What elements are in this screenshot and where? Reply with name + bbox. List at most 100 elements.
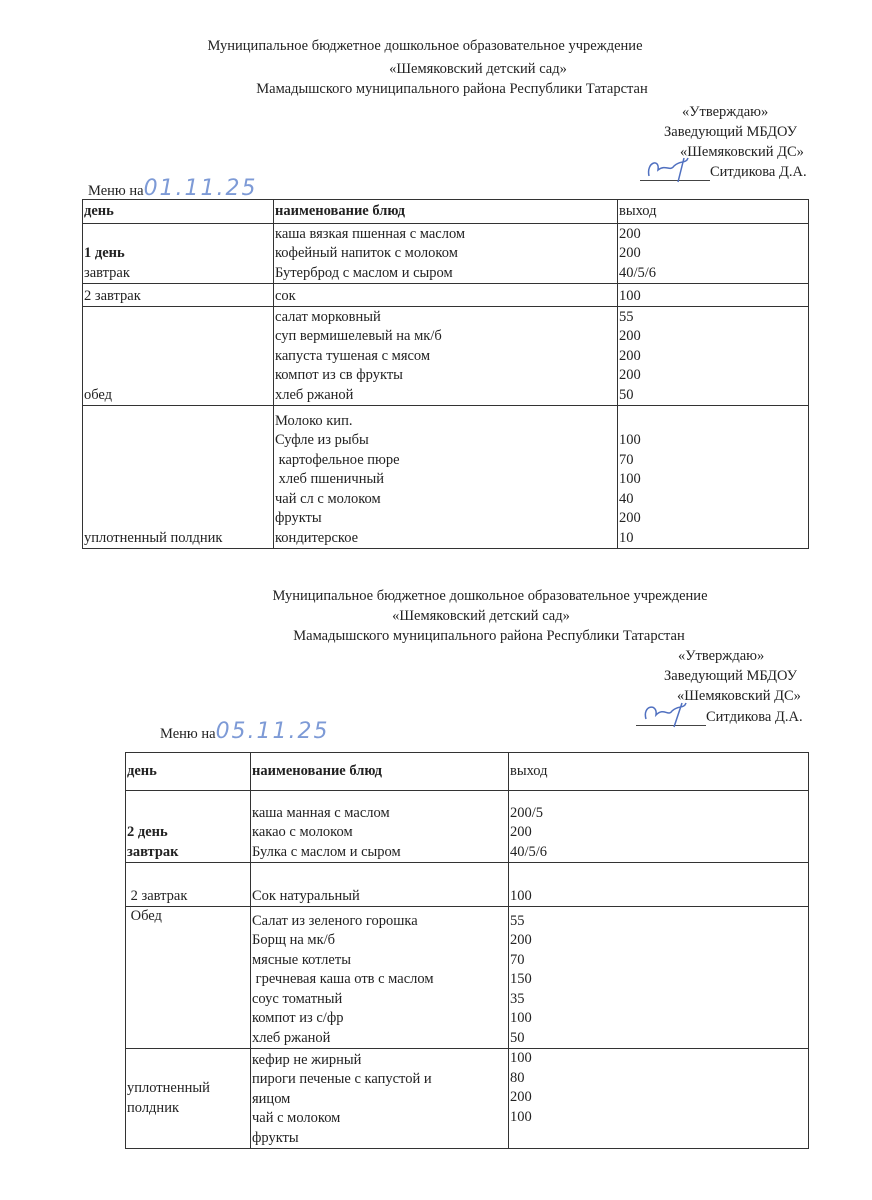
yield-cell: 200 200 40/5/6 <box>617 223 809 284</box>
dish-yield: 200 <box>619 245 641 261</box>
dish-yield: 35 <box>510 990 525 1007</box>
dish-yield: 200 <box>619 328 641 344</box>
dish-name: Сок натуральный <box>252 887 360 904</box>
meal-cell: 1 день завтрак <box>82 223 274 284</box>
yield-cell: 100 <box>617 283 809 307</box>
dish-name: сок <box>275 287 296 304</box>
meal-cell: обед <box>82 306 274 406</box>
dish-name: каша вязкая пшенная с маслом <box>275 225 466 242</box>
dish-yield: 100 <box>510 1050 532 1066</box>
approver-name: Ситдикова Д.А. <box>710 164 807 180</box>
meal-name: завтрак <box>84 264 130 281</box>
dish-name: Салат из зеленого горошка <box>252 912 418 929</box>
dish-name: мясные котлеты <box>252 951 351 968</box>
meal-cell: 2 день завтрак <box>125 790 251 863</box>
institution-name: Муниципальное бюджетное дошкольное образ… <box>272 588 708 604</box>
dish-name: кофейный напиток с молоком <box>275 245 458 261</box>
dish-yield: 200 <box>619 347 641 364</box>
column-header: выход <box>508 752 809 791</box>
yield-cell: 55 200 70 150 35 100 50 <box>508 906 809 1049</box>
table-row: Обед Салат из зеленого горошка Борщ на мк/… <box>125 906 809 1049</box>
dish-yield: 100 <box>510 887 532 904</box>
dish-name: чай с молоком <box>252 1110 341 1126</box>
approve-label: «Утверждаю» <box>678 648 765 664</box>
menu-date-label: Меню на01.11.25 <box>88 176 258 201</box>
dish-name: Бутерброд с маслом и сыром <box>275 264 453 281</box>
meal-cell: уплотненный полдник <box>125 1048 251 1149</box>
approve-label: «Утверждаю» <box>682 104 769 120</box>
yield-cell: 100 80 200 100 <box>508 1048 809 1149</box>
column-header: день <box>82 199 274 224</box>
meal-name: 1 день <box>84 245 125 261</box>
dish-yield: 200 <box>619 225 641 242</box>
table-row: обед салат морковный суп вермишелевый на м… <box>82 306 809 406</box>
dish-yield: 100 <box>619 287 641 304</box>
table-row: уплотненный полдник кефир не жирный пироги … <box>125 1048 809 1149</box>
dish-name: фрукты <box>275 510 322 526</box>
dish-name: чай сл с молоком <box>275 490 381 507</box>
district-name: Мамадышского муниципального района Респу… <box>293 628 685 644</box>
dish-yield: 100 <box>510 1108 532 1125</box>
dish-name: соус томатный <box>252 990 343 1007</box>
district-name: Мамадышского муниципального района Респу… <box>256 81 648 97</box>
table-row: 2 завтрак сок 100 <box>82 283 809 307</box>
dish-yield: 200 <box>510 932 532 948</box>
dish-name: хлеб пшеничный <box>275 471 384 487</box>
yield-cell: 100 70 100 40 200 10 <box>617 405 809 549</box>
dish-yield: 70 <box>619 451 634 468</box>
dish-name: кондитерское <box>275 529 359 546</box>
table-row: 2 день завтрак каша манная с маслом какао с… <box>125 790 809 863</box>
approver-name: Ситдикова Д.А. <box>706 709 803 725</box>
approver-signature-line: Ситдикова Д.А. <box>636 702 803 728</box>
meal-name: полдник <box>127 1099 179 1116</box>
yield-cell: 200/5 200 40/5/6 <box>508 790 809 863</box>
dish-yield: 100 <box>510 1010 532 1026</box>
dish-name: какао с молоком <box>252 824 353 840</box>
signature <box>636 702 706 728</box>
dish-name: хлеб ржаной <box>252 1029 331 1046</box>
column-header: день <box>125 752 251 791</box>
table-header-row: день наименование блюд выход <box>82 199 809 224</box>
menu-table: день наименование блюд выход 2 день завтрак к… <box>125 752 809 1149</box>
menu-table: день наименование блюд выход 1 день завтрак к… <box>82 199 809 549</box>
meal-name: обед <box>84 386 113 403</box>
yield-cell: 100 <box>508 862 809 907</box>
meal-cell: уплотненный полдник <box>82 405 274 549</box>
dishes-cell: каша вязкая пшенная с маслом кофейный нап… <box>273 223 618 284</box>
dish-yield: 40 <box>619 490 634 507</box>
meal-cell: 2 завтрак <box>82 283 274 307</box>
dish-yield: 100 <box>619 471 641 487</box>
meal-name: уплотненный полдник <box>84 529 223 546</box>
dish-name: компот из с/фр <box>252 1010 344 1026</box>
meal-name: Обед <box>127 908 162 924</box>
meal-name: 2 день <box>127 824 168 840</box>
dish-yield: 55 <box>619 308 634 325</box>
institution-name: Муниципальное бюджетное дошкольное образ… <box>207 38 643 54</box>
dish-name: пироги печеные с капустой и <box>252 1071 432 1087</box>
kindergarten-name: «Шемяковский детский сад» <box>392 608 570 624</box>
dish-yield: 40/5/6 <box>510 843 548 860</box>
dish-yield: 40/5/6 <box>619 264 657 281</box>
dish-yield: 200/5 <box>510 804 544 821</box>
dish-yield: 70 <box>510 951 525 968</box>
dish-name: Булка с маслом и сыром <box>252 843 401 860</box>
meal-name: завтрак <box>127 843 179 860</box>
dish-name: Борщ на мк/б <box>252 932 336 948</box>
dishes-cell: кефир не жирный пироги печеные с капустой… <box>250 1048 509 1149</box>
approver-signature-line: Ситдикова Д.А. <box>640 157 807 183</box>
meal-name: 2 завтрак <box>84 287 141 304</box>
dish-name: суп вермишелевый на мк/б <box>275 328 442 344</box>
dish-name: гречневая каша отв с маслом <box>252 971 434 987</box>
dish-yield: 10 <box>619 529 634 546</box>
dishes-cell: сок <box>273 283 618 307</box>
dishes-cell: каша манная с маслом какао с молоком Булка… <box>250 790 509 863</box>
table-row: уплотненный полдник Молоко кип. Суфле из р… <box>82 405 809 549</box>
dish-yield: 200 <box>619 367 641 383</box>
approver-org: «Шемяковский ДС» <box>677 688 801 704</box>
dish-name: картофельное пюре <box>275 451 400 468</box>
dish-yield: 55 <box>510 912 525 929</box>
meal-name: 2 завтрак <box>127 887 188 904</box>
dish-name: яицом <box>252 1090 291 1107</box>
meal-name: уплотненный <box>127 1080 210 1096</box>
dish-yield: 200 <box>510 824 532 840</box>
